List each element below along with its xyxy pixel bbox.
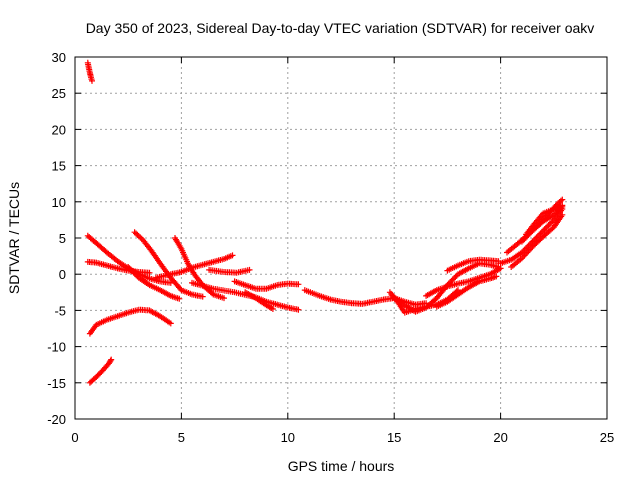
data-point [108,356,115,363]
data-point [130,269,137,276]
data-point [176,295,183,302]
data-point [221,295,227,302]
data-point [199,293,206,300]
data-point [146,269,153,276]
data-point [493,273,500,280]
data-point [533,234,540,241]
data-series [242,289,276,312]
data-point [295,281,302,288]
data-point [246,266,253,273]
y-tick-label: -5 [54,303,66,318]
y-tick-label: -10 [47,340,66,355]
data-series [444,256,502,274]
x-tick-label: 20 [493,430,507,445]
y-tick-label: 0 [59,267,66,282]
data-point [557,197,564,204]
data-series [523,202,566,238]
data-point [229,252,236,259]
data-series [131,229,206,300]
data-point [559,196,566,203]
data-point [559,202,566,209]
data-series [231,278,302,292]
data-point [107,357,114,364]
y-tick-label: 10 [52,195,66,210]
data-point [209,290,215,297]
y-tick-label: 30 [52,50,66,65]
data-point [497,265,504,272]
y-tick-label: 20 [52,122,66,137]
data-series [86,306,174,337]
x-axis-title: GPS time / hours [288,458,395,474]
axis-ticks: 0 5 10 15 20 25 -20 -15 -10 -5 0 5 10 15 20 25 30 [47,50,614,445]
data-series [189,279,302,313]
data-series [433,273,500,310]
x-tick-label: 5 [178,430,185,445]
x-tick-label: 0 [71,430,78,445]
data-series [518,203,566,245]
data-series [84,59,95,84]
data-point [542,225,549,231]
data-point [125,264,132,270]
data-series [125,264,183,302]
y-tick-label: 25 [52,86,66,101]
x-tick-label: 15 [387,430,401,445]
y-axis-title: SDTVAR / TECUs [6,182,22,294]
data-point [559,211,566,218]
data-point [295,306,302,313]
data-series [86,356,115,386]
chart-title: Day 350 of 2023, Sidereal Day-to-day VTE… [86,20,595,36]
data-series [423,265,504,299]
data-points [84,59,566,386]
y-tick-label: 5 [59,231,66,246]
data-series [206,266,253,276]
data-point [269,306,276,312]
y-tick-label: 15 [52,159,66,174]
x-tick-label: 10 [281,430,295,445]
y-tick-label: -15 [47,376,66,391]
x-tick-label: 25 [600,430,614,445]
data-point [520,248,527,255]
data-series [301,287,430,308]
data-series [84,258,153,276]
grid [75,57,607,419]
data-series [508,211,566,270]
data-series [152,252,236,281]
data-point [167,320,174,327]
data-point [89,77,95,84]
y-tick-label: -20 [47,412,66,427]
